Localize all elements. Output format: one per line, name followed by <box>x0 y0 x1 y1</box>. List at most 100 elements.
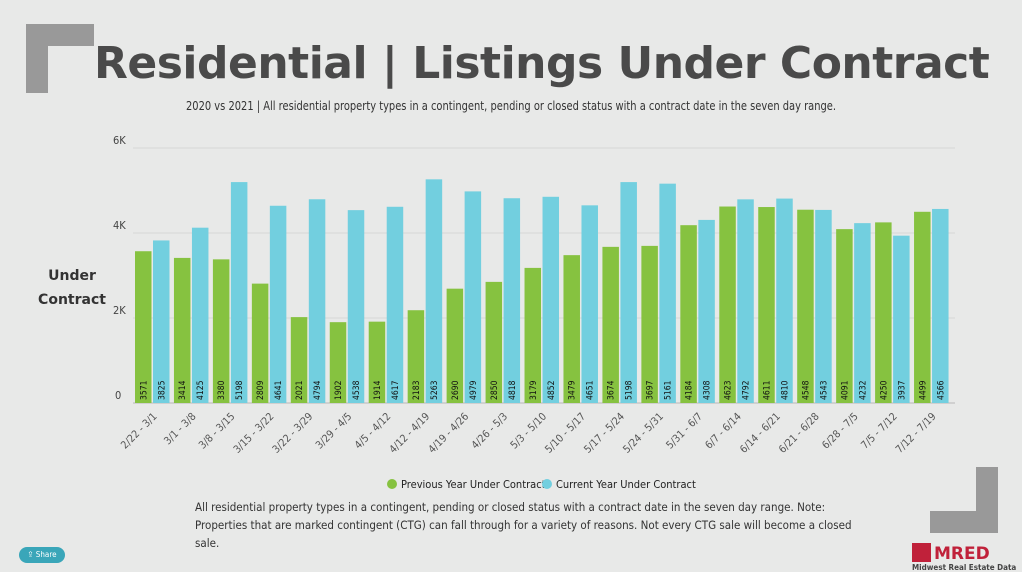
data-label: 4810 <box>780 380 790 400</box>
bar-previous <box>173 257 191 403</box>
share-label: Share <box>35 550 57 559</box>
footnote: All residential property types in a cont… <box>195 500 852 550</box>
bar-previous <box>836 229 853 403</box>
x-tick-label: 5/17 - 5/24 <box>582 411 627 456</box>
legend-swatch-current <box>542 479 552 489</box>
data-label: 3571 <box>139 380 149 400</box>
data-label: 5263 <box>430 380 440 400</box>
bar-current <box>230 182 248 403</box>
y-axis-label-line2: Contract <box>38 292 106 308</box>
bar-previous <box>407 310 425 403</box>
data-label: 2850 <box>490 380 500 400</box>
bar-current <box>776 198 793 403</box>
bar-current <box>153 240 170 403</box>
bar-current <box>581 205 598 403</box>
bar-previous <box>290 317 308 403</box>
bar-current <box>893 235 910 403</box>
bar-previous <box>719 206 736 403</box>
x-tick-label: 5/10 - 5/17 <box>543 411 588 456</box>
data-label: 3414 <box>178 380 188 400</box>
x-tick-label: 7/5 - 7/12 <box>859 411 900 452</box>
bar-previous <box>914 211 931 403</box>
x-tick-label: 4/19 - 4/26 <box>426 411 471 456</box>
data-label: 5161 <box>664 380 674 400</box>
x-tick-label: 3/15 - 3/22 <box>231 411 276 456</box>
y-tick-label: 6K <box>113 134 126 147</box>
data-label: 4538 <box>352 380 362 400</box>
data-label: 4852 <box>547 380 557 400</box>
x-tick-label: 6/21 - 6/28 <box>777 411 822 456</box>
data-label: 4125 <box>196 380 206 400</box>
bar-previous <box>641 245 658 403</box>
data-label: 4651 <box>586 380 596 400</box>
bar-current <box>347 210 365 403</box>
x-tick-label: 3/8 - 3/15 <box>197 411 238 452</box>
data-label: 4548 <box>801 380 811 400</box>
data-label: 4499 <box>918 380 928 400</box>
bar-previous <box>446 288 464 403</box>
data-label: 4091 <box>840 380 850 400</box>
logo-mark-icon <box>912 543 931 562</box>
data-label: 3179 <box>529 380 539 400</box>
data-label: 3479 <box>568 380 578 400</box>
data-label: 4308 <box>703 380 713 400</box>
bar-current <box>542 196 560 403</box>
bar-current <box>854 223 871 403</box>
share-button[interactable]: ⇪ Share <box>19 547 65 563</box>
bar-current <box>932 208 949 403</box>
x-tick-label: 7/12 - 7/19 <box>894 411 939 456</box>
bar-current <box>386 206 404 403</box>
data-label: 4794 <box>313 380 323 400</box>
data-label: 3674 <box>607 380 617 400</box>
data-label: 2021 <box>295 380 305 400</box>
data-label: 1914 <box>373 380 383 400</box>
data-label: 4232 <box>858 380 868 400</box>
page-title: Residential | Listings Under Contract <box>94 38 990 89</box>
data-label: 4641 <box>274 380 284 400</box>
bar-current <box>503 198 521 403</box>
x-tick-label: 6/14 - 6/21 <box>738 411 783 456</box>
corner-bracket-top-left <box>26 24 48 93</box>
data-label: 2809 <box>256 380 266 400</box>
corner-bracket-bottom-right <box>930 511 998 533</box>
data-label: 3937 <box>897 380 907 400</box>
bar-current <box>308 199 326 403</box>
x-tick-label: 6/7 - 6/14 <box>703 411 744 452</box>
bar-previous <box>251 283 269 403</box>
mred-logo: MRED Midwest Real Estate Data <box>912 543 1016 572</box>
data-label: 4543 <box>819 380 829 400</box>
bar-current <box>620 182 637 403</box>
bar-previous <box>368 321 386 403</box>
data-label: 4566 <box>936 380 946 400</box>
x-tick-label: 4/12 - 4/19 <box>387 411 432 456</box>
x-tick-label: 5/31 - 6/7 <box>664 411 705 452</box>
legend-label-current: Current Year Under Contract <box>556 478 696 491</box>
bar-current <box>698 219 715 403</box>
bar-previous <box>524 267 542 403</box>
bar-current <box>269 205 287 403</box>
bar-previous <box>485 281 503 403</box>
bar-current <box>464 191 482 403</box>
legend-label-previous: Previous Year Under Contract <box>401 478 546 491</box>
x-tick-label: 3/22 - 3/29 <box>270 411 315 456</box>
x-tick-label: 2/22 - 3/1 <box>119 411 160 452</box>
data-label: 3380 <box>217 380 227 400</box>
bar-previous <box>135 251 152 403</box>
subtitle: 2020 vs 2021 | All residential property … <box>185 98 837 113</box>
data-label: 4184 <box>685 380 695 400</box>
data-label: 4623 <box>724 380 734 400</box>
data-label: 1902 <box>334 380 344 400</box>
bar-current <box>425 179 443 403</box>
data-label: 4979 <box>469 380 479 400</box>
y-tick-label: 4K <box>113 219 126 232</box>
legend-swatch-previous <box>387 479 397 489</box>
x-tick-label: 3/29 - 4/5 <box>313 411 354 452</box>
bar-current <box>191 227 209 403</box>
data-label: 2690 <box>451 380 461 400</box>
data-label: 4250 <box>879 380 889 400</box>
y-tick-label: 2K <box>113 304 126 317</box>
data-label: 3697 <box>646 380 656 400</box>
x-tick-label: 5/3 - 5/10 <box>508 411 549 452</box>
data-label: 5198 <box>625 380 635 400</box>
data-label: 2183 <box>412 380 422 400</box>
